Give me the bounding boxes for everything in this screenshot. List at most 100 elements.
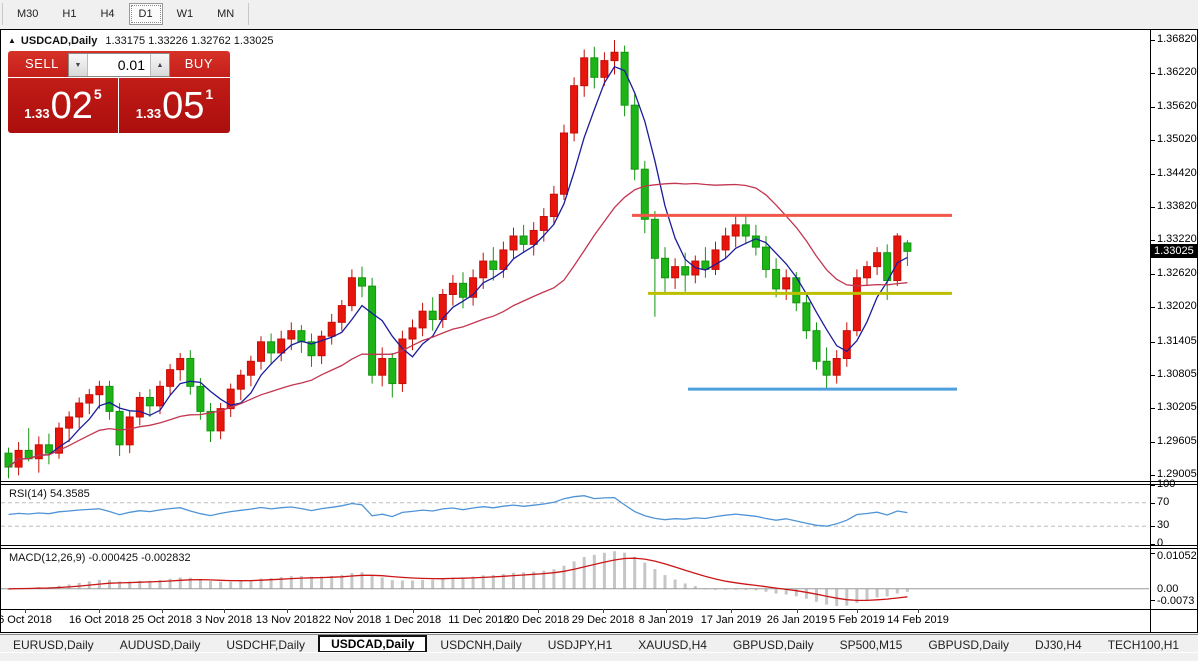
date-axis-label: 29 Dec 2018 — [571, 614, 635, 626]
axis-tick — [1151, 207, 1155, 208]
timeframe-toolbar: M30 H1 H4 D1 W1 MN — [0, 0, 1198, 28]
chart-tab-bar: EURUSD,Daily AUDUSD,Daily USDCHF,Daily USDC… — [0, 634, 1198, 653]
main-panel-bottom-border — [0, 481, 1198, 482]
chart-tab-eurusd-daily[interactable]: EURUSD,Daily — [13, 637, 94, 652]
chart-tab-usdjpy-h1[interactable]: USDJPY,H1 — [547, 637, 613, 652]
axis-tick — [1151, 107, 1155, 108]
price-axis-label: 1.32020 — [1157, 300, 1197, 312]
lot-size-input[interactable]: 0.01 — [87, 54, 151, 76]
time-axis-tick — [162, 609, 163, 613]
window-collapse-icon[interactable]: ▲ — [8, 36, 16, 45]
macd-label: MACD(12,26,9) -0.000425 -0.002832 — [9, 552, 191, 564]
time-axis-tick — [538, 609, 539, 613]
date-axis-label: 25 Oct 2018 — [132, 614, 192, 626]
chart-tab-tech100-h1[interactable]: TECH100,H1 — [1107, 637, 1180, 652]
lot-decrease-button[interactable]: ▼ — [69, 54, 87, 76]
rsi-line[interactable] — [8, 495, 908, 527]
time-axis-tick — [25, 609, 26, 613]
price-axis-label: 1.35620 — [1157, 100, 1197, 112]
time-axis-tick — [350, 609, 351, 613]
macd-signal-line — [8, 557, 908, 602]
chart-title: ▲ USDCAD,Daily 1.33175 1.33226 1.32762 1.3… — [8, 35, 274, 47]
axis-tick — [1151, 240, 1155, 241]
chart-tab-xauusd-h4[interactable]: XAUUSD,H4 — [638, 637, 707, 652]
date-axis-label: 3 Nov 2018 — [195, 614, 253, 626]
lot-size-box: ▼ 0.01 ▲ — [68, 53, 170, 77]
rsi-label: RSI(14) 54.3585 — [9, 488, 90, 500]
macd-axis-max: 0.010525 — [1157, 550, 1198, 562]
macd-histogram — [7, 551, 909, 606]
window-bottom-border — [0, 632, 1198, 633]
timeframe-button-h1[interactable]: H1 — [62, 8, 77, 20]
axis-tick — [1151, 503, 1155, 504]
timeframe-button-mn[interactable]: MN — [217, 8, 235, 20]
chart-tab-gbpusd-daily[interactable]: GBPUSD,Daily — [928, 637, 1010, 652]
timeframe-button-h4[interactable]: H4 — [100, 8, 115, 20]
time-axis-tick — [413, 609, 414, 613]
buy-price-sup: 1 — [205, 86, 214, 102]
chart-tab-usdcnh-daily[interactable]: USDCNH,Daily — [440, 637, 522, 652]
date-axis-label: 22 Nov 2018 — [318, 614, 382, 626]
rsi-panel-bottom-border — [0, 545, 1198, 546]
chart-tab-gbpusd-daily[interactable]: GBPUSD,Daily — [732, 637, 814, 652]
price-axis-label: 1.32620 — [1157, 267, 1197, 279]
time-axis-tick — [99, 609, 100, 613]
rsi-axis-label: 30 — [1157, 519, 1170, 531]
timeframe-button-m30[interactable]: M30 — [17, 8, 39, 20]
price-axis-label: 1.36820 — [1157, 33, 1197, 45]
ohlc-values: 1.33175 1.33226 1.32762 1.33025 — [105, 35, 274, 47]
current-price-tag: 1.33025 — [1151, 244, 1198, 258]
time-axis-tick — [603, 609, 604, 613]
price-axis-label: 1.33820 — [1157, 200, 1197, 212]
chart-tab-dj30-h4[interactable]: DJ30,H4 — [1035, 637, 1082, 652]
chart-tab-audusd-daily[interactable]: AUDUSD,Daily — [119, 637, 201, 652]
price-axis-label: 1.36220 — [1157, 66, 1197, 78]
rsi-axis-label: 100 — [1157, 478, 1176, 490]
tab-scroll-controls: ◄► — [1192, 635, 1198, 653]
macd-panel-top-border[interactable] — [0, 548, 1198, 549]
macd-axis-min: -0.0073 — [1157, 595, 1195, 607]
date-axis-label: 6 Oct 2018 — [0, 614, 52, 626]
chart-tab-sp500-m15[interactable]: SP500,M15 — [839, 637, 903, 652]
candlestick-series — [4, 40, 912, 479]
ma-fast-line[interactable] — [8, 65, 908, 468]
buy-button[interactable]: BUY — [184, 56, 213, 71]
sell-price-big: 02 — [50, 84, 93, 127]
lot-increase-button[interactable]: ▲ — [151, 54, 169, 76]
axis-tick — [1151, 274, 1155, 275]
sell-price-prefix: 1.33 — [24, 106, 50, 121]
time-axis-tick — [666, 609, 667, 613]
sell-button[interactable]: SELL — [25, 56, 59, 71]
chart-tab-usdcad-daily[interactable]: USDCAD,Daily — [318, 635, 428, 653]
buy-price-button[interactable]: 1.33 05 1 — [119, 78, 230, 133]
ma-slow-line[interactable] — [8, 182, 908, 468]
sell-price-button[interactable]: 1.33 02 5 — [8, 78, 119, 133]
rsi-panel-top-border[interactable] — [0, 484, 1198, 485]
axis-tick — [1151, 73, 1155, 74]
rsi-axis-label: 0 — [1157, 537, 1164, 549]
timeframe-button-d1[interactable]: D1 — [128, 3, 163, 25]
price-axis-label: 1.30805 — [1157, 368, 1197, 380]
timeframe-button-w1[interactable]: W1 — [176, 8, 194, 20]
toolbar-separator — [2, 3, 3, 25]
window-left-border — [0, 29, 1, 633]
price-axis-label: 1.31405 — [1157, 335, 1197, 347]
chart-tab-usdchf-daily[interactable]: USDCHF,Daily — [226, 637, 306, 652]
date-axis-label: 5 Feb 2019 — [829, 614, 885, 626]
buy-price-big: 05 — [162, 84, 205, 127]
date-axis-label: 26 Jan 2019 — [766, 614, 828, 626]
date-axis-label: 1 Dec 2018 — [384, 614, 442, 626]
axis-tick — [1151, 526, 1155, 527]
toolbar-separator — [248, 3, 250, 25]
price-scale-divider[interactable] — [1150, 29, 1151, 633]
price-axis-label: 1.29005 — [1157, 468, 1197, 480]
date-axis-label: 16 Oct 2018 — [69, 614, 129, 626]
axis-tick — [1151, 600, 1155, 601]
chart-window[interactable]: ▲ USDCAD,Daily 1.33175 1.33226 1.32762 1.3… — [0, 29, 1198, 633]
one-click-trading-panel: SELL ▼ 0.01 ▲ BUY 1.33 02 5 1.33 05 1 — [8, 51, 230, 133]
axis-tick — [1151, 375, 1155, 376]
axis-tick — [1151, 174, 1155, 175]
rsi-axis-label: 70 — [1157, 496, 1170, 508]
